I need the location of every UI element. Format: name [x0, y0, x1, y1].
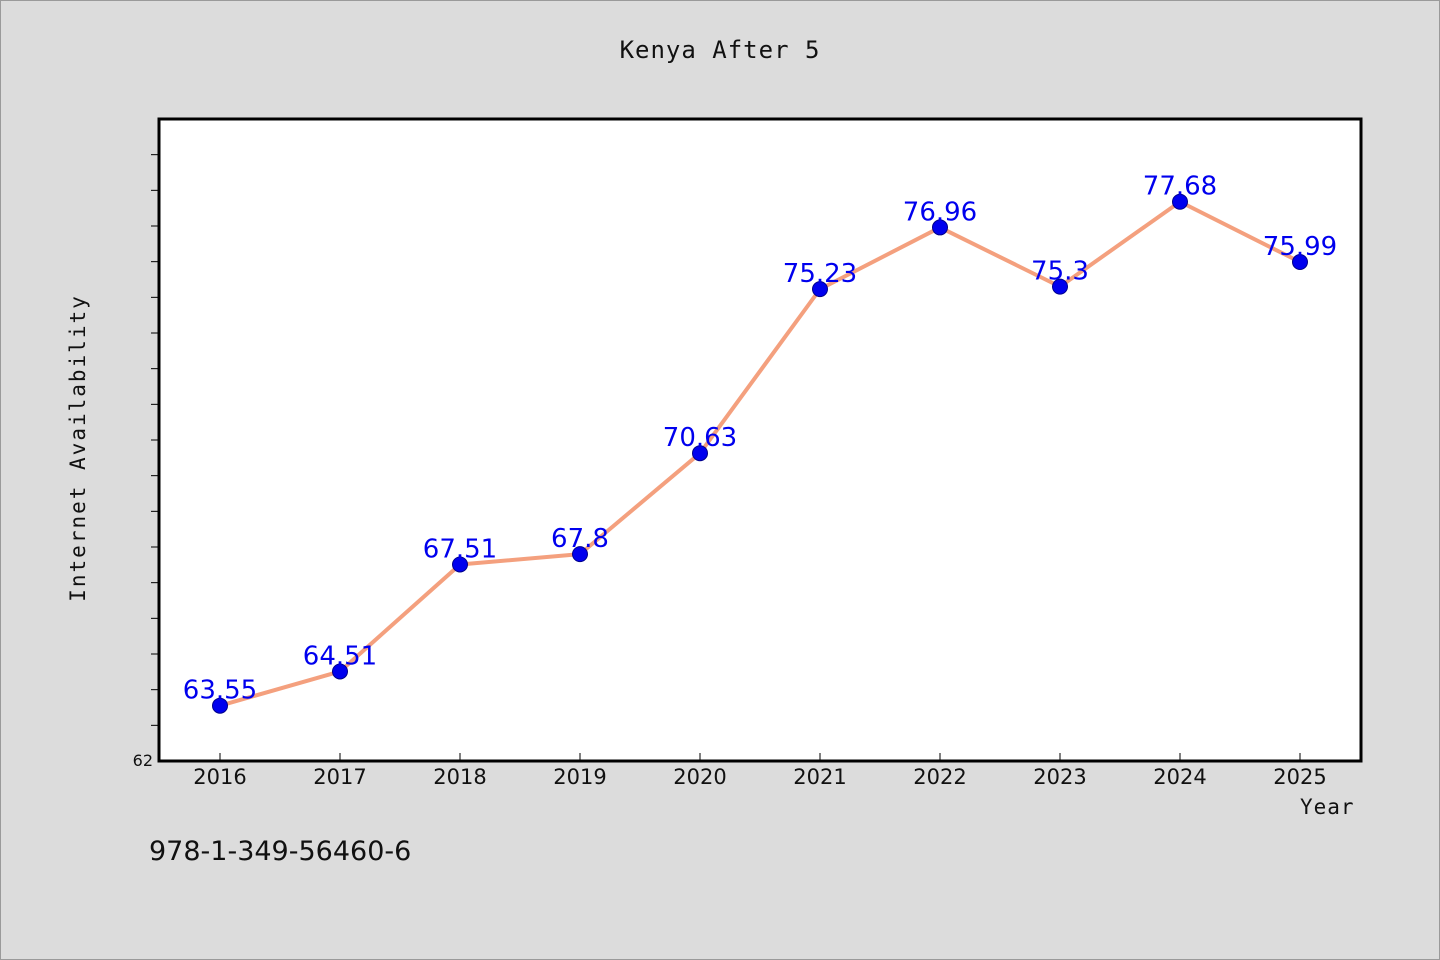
data-point [1172, 193, 1188, 210]
data-label: 75.23 [783, 259, 857, 289]
x-tick-label: 2016 [193, 765, 246, 789]
data-point [692, 445, 708, 462]
data-label: 77.68 [1143, 172, 1217, 202]
x-tick-label: 2018 [433, 765, 486, 789]
series-line-group [218, 199, 1302, 708]
x-tick-label: 2022 [913, 765, 966, 789]
data-point [572, 546, 588, 563]
data-points [212, 193, 1308, 714]
chart-title: Kenya After 5 [619, 36, 821, 64]
x-axis-ticks: 2016 2017 2018 2019 2020 2021 2022 2023 2024 2025 [193, 753, 1327, 789]
x-tick-label: 2024 [1153, 765, 1206, 789]
data-label: 63.55 [183, 676, 257, 706]
data-point [452, 556, 468, 573]
data-labels: 63.55 64.51 67.51 67.8 70.63 75.23 76.96 75.3 77… [183, 172, 1337, 706]
data-label: 76.96 [903, 197, 977, 227]
data-label: 67.51 [423, 534, 497, 564]
data-point [1292, 254, 1308, 271]
data-point [1052, 278, 1068, 295]
y-axis-ticks [151, 154, 159, 726]
x-tick-label: 2021 [793, 765, 846, 789]
data-label: 64.51 [303, 641, 377, 671]
x-tick-label: 2023 [1033, 765, 1086, 789]
data-point [332, 663, 348, 680]
series-line [218, 199, 1302, 708]
data-label: 67.8 [551, 524, 609, 554]
data-point [812, 281, 828, 298]
x-tick-label: 2019 [553, 765, 606, 789]
y-tick-label: 62 [133, 751, 153, 770]
data-label: 70.63 [663, 423, 737, 453]
x-tick-label: 2025 [1273, 765, 1326, 789]
data-point [932, 219, 948, 236]
x-axis-label: Year [1300, 795, 1355, 819]
x-tick-label: 2020 [673, 765, 726, 789]
data-point [212, 697, 228, 714]
x-tick-label: 2017 [313, 765, 366, 789]
data-label: 75.99 [1263, 232, 1337, 262]
data-label: 75.3 [1031, 257, 1089, 287]
footer-isbn-text: 978-1-349-56460-6 [149, 836, 412, 867]
